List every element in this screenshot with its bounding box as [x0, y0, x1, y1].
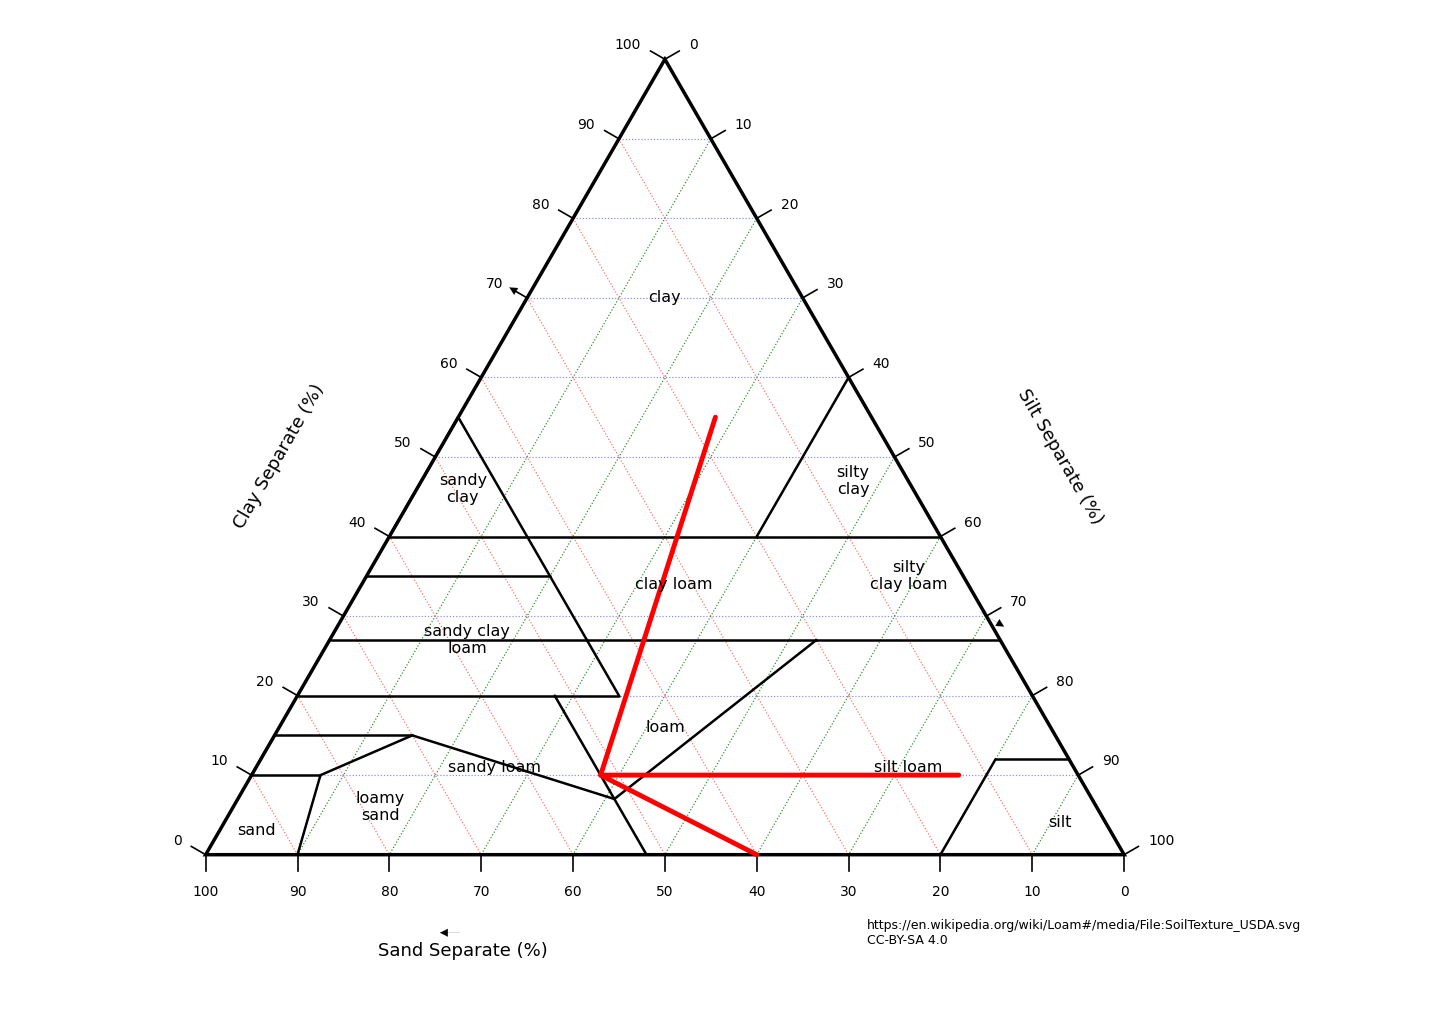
Text: 70: 70	[472, 885, 490, 899]
Text: 50: 50	[657, 885, 674, 899]
Text: 20: 20	[780, 198, 798, 211]
Text: 100: 100	[1148, 834, 1175, 848]
Text: 90: 90	[288, 885, 307, 899]
Text: 70: 70	[485, 277, 503, 291]
Text: 60: 60	[564, 885, 582, 899]
Text: 50: 50	[395, 436, 412, 451]
Text: silty
clay loam: silty clay loam	[870, 560, 948, 593]
Text: silt: silt	[1048, 815, 1071, 830]
Text: 60: 60	[439, 356, 458, 370]
Text: sandy loam: sandy loam	[448, 759, 541, 774]
Text: 40: 40	[348, 516, 366, 530]
Text: silt loam: silt loam	[874, 759, 942, 774]
Text: 100: 100	[615, 39, 641, 53]
Text: 100: 100	[193, 885, 219, 899]
Text: 30: 30	[827, 277, 844, 291]
Text: sandy
clay: sandy clay	[439, 473, 487, 505]
Text: 40: 40	[747, 885, 766, 899]
Text: clay: clay	[648, 290, 681, 306]
Text: 10: 10	[210, 754, 228, 768]
Text: clay loam: clay loam	[635, 577, 713, 592]
Text: 10: 10	[734, 118, 752, 132]
Text: Sand Separate (%): Sand Separate (%)	[377, 942, 547, 960]
Text: 70: 70	[1011, 595, 1028, 609]
Text: 80: 80	[1056, 675, 1074, 689]
Text: 80: 80	[380, 885, 399, 899]
Text: 0: 0	[173, 834, 181, 848]
Text: 40: 40	[873, 356, 890, 370]
Text: 20: 20	[932, 885, 949, 899]
Text: loamy
sand: loamy sand	[356, 791, 405, 823]
Text: sand: sand	[236, 823, 275, 838]
Text: 30: 30	[840, 885, 857, 899]
Text: loam: loam	[645, 720, 685, 735]
Text: 20: 20	[256, 675, 274, 689]
Text: https://en.wikipedia.org/wiki/Loam#/media/File:SoilTexture_USDA.svg
CC-BY-SA 4.0: https://en.wikipedia.org/wiki/Loam#/medi…	[867, 919, 1302, 947]
Text: 60: 60	[965, 516, 982, 530]
Text: 30: 30	[302, 595, 320, 609]
Text: 0: 0	[688, 39, 697, 53]
Text: silty
clay: silty clay	[837, 465, 870, 497]
Text: 90: 90	[1102, 754, 1120, 768]
Text: 10: 10	[1024, 885, 1041, 899]
Text: Clay Separate (%): Clay Separate (%)	[230, 382, 328, 533]
Text: 0: 0	[1120, 885, 1129, 899]
Text: 90: 90	[577, 118, 595, 132]
Text: Silt Separate (%): Silt Separate (%)	[1014, 386, 1106, 528]
Text: sandy clay
loam: sandy clay loam	[425, 624, 510, 656]
Text: 50: 50	[919, 436, 936, 451]
Text: 80: 80	[531, 198, 549, 211]
